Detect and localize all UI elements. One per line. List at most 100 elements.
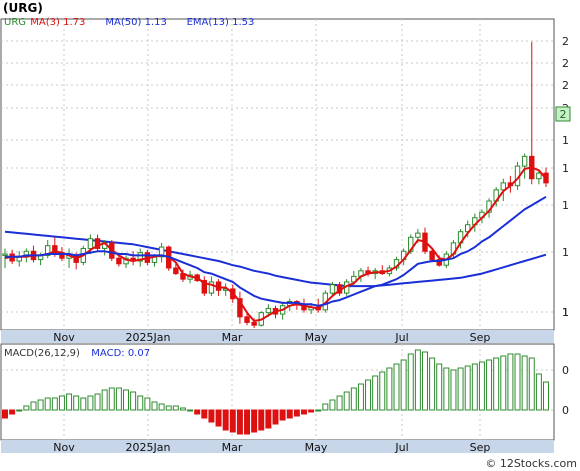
macd-x-tick-label: Jul xyxy=(394,441,408,454)
legend-entry: MA(50) 1.13 xyxy=(105,17,166,28)
macd-bar xyxy=(37,399,44,411)
macd-bar xyxy=(58,395,65,411)
price-panel xyxy=(0,18,555,331)
macd-bar xyxy=(244,409,251,435)
price-y-tick-label: 1 xyxy=(562,162,569,175)
macd-bar xyxy=(372,375,379,411)
legend-entry: URG xyxy=(4,17,26,28)
macd-x-axis-band xyxy=(1,440,554,453)
macd-x-tick-label: 2025Jan xyxy=(126,441,171,454)
macd-bar xyxy=(521,355,528,411)
macd-bar xyxy=(478,361,485,411)
candle-body xyxy=(94,238,101,249)
macd-bar xyxy=(286,409,293,419)
macd-bar xyxy=(357,383,364,411)
macd-bar xyxy=(343,391,350,411)
macd-bar xyxy=(528,357,535,411)
candle-body xyxy=(208,281,215,294)
candle xyxy=(2,248,8,268)
macd-bar xyxy=(450,369,457,411)
candle-body xyxy=(500,182,506,191)
macd-bar xyxy=(500,355,507,411)
candle xyxy=(158,242,165,263)
macd-bar xyxy=(279,409,286,421)
macd-bar xyxy=(30,401,37,411)
macd-bar xyxy=(144,397,151,411)
macd-bar xyxy=(507,353,514,411)
price-y-axis: 2222111111 xyxy=(562,35,569,319)
candle-body xyxy=(137,252,143,262)
macd-bar xyxy=(393,363,400,411)
macd-bar xyxy=(293,409,300,417)
macd-bar xyxy=(194,409,201,415)
macd-x-tick-label: Sep xyxy=(470,441,491,454)
macd-bar xyxy=(165,405,172,411)
macd-bar xyxy=(44,397,51,411)
macd-bar xyxy=(300,409,307,415)
macd-bar xyxy=(16,409,23,412)
candle xyxy=(173,262,179,275)
candle xyxy=(536,170,542,185)
macd-x-axis: Nov 2025Jan Mar May Jul Sep xyxy=(53,441,490,454)
candle xyxy=(237,291,243,324)
macd-bar xyxy=(464,365,471,411)
macd-bar xyxy=(179,407,186,411)
macd-bar xyxy=(493,357,500,411)
macd-bar xyxy=(251,409,258,433)
macd-bar xyxy=(436,363,443,411)
legend-entry: EMA(13) 1.53 xyxy=(187,17,255,28)
candle xyxy=(521,153,528,179)
macd-panel xyxy=(0,343,555,441)
macd-bar xyxy=(272,409,279,425)
x-tick-label: Mar xyxy=(222,331,243,344)
candle-body xyxy=(158,246,165,258)
price-y-tick-label: 2 xyxy=(562,35,569,48)
macd-bar xyxy=(222,409,229,431)
candle xyxy=(137,248,143,267)
macd-bar xyxy=(535,373,542,411)
macd-legend-entry: MACD: 0.07 xyxy=(91,348,150,359)
price-x-axis-band xyxy=(1,330,554,343)
x-tick-label: Nov xyxy=(53,331,75,344)
candle xyxy=(329,281,336,296)
macd-bar xyxy=(471,363,478,411)
price-y-tick-label: 1 xyxy=(562,306,569,319)
macd-bar xyxy=(350,387,357,411)
macd-bar xyxy=(215,409,222,427)
candle-body xyxy=(429,250,435,261)
ema13-polyline xyxy=(5,195,547,307)
macd-bar xyxy=(400,359,407,411)
macd-bar xyxy=(151,401,158,411)
candle-body xyxy=(244,316,250,323)
macd-y-tick-label: 0 xyxy=(562,404,569,417)
macd-bar xyxy=(386,367,393,411)
candle xyxy=(94,234,101,252)
macd-bar xyxy=(443,367,450,411)
macd-bar xyxy=(421,351,428,411)
x-tick-label: Jul xyxy=(394,331,408,344)
candle-body xyxy=(52,245,58,254)
macd-bar xyxy=(258,409,265,431)
indicator-legend: URG MA(3) 1.73 MA(50) 1.13 EMA(13) 1.53 xyxy=(4,17,254,28)
macd-x-tick-label: Nov xyxy=(53,441,75,454)
macd-bar xyxy=(201,409,208,419)
last-price-badge-text: 2 xyxy=(560,108,567,121)
ma3-line xyxy=(4,166,547,322)
candle-body xyxy=(116,257,122,265)
chart-title: (URG) xyxy=(3,1,43,15)
macd-bar xyxy=(80,397,87,411)
candle-body xyxy=(45,245,51,256)
macd-bar xyxy=(87,395,94,411)
macd-bar xyxy=(158,403,165,411)
last-price-badge xyxy=(555,106,571,122)
macd-bar xyxy=(407,353,414,411)
macd-bar xyxy=(187,409,194,412)
macd-bar xyxy=(9,409,16,415)
candle-body xyxy=(415,232,421,238)
macd-bar xyxy=(379,371,386,411)
candle xyxy=(208,276,215,296)
macd-x-tick-label: Mar xyxy=(222,441,243,454)
macd-histogram xyxy=(2,349,549,435)
macd-bar xyxy=(543,381,549,411)
